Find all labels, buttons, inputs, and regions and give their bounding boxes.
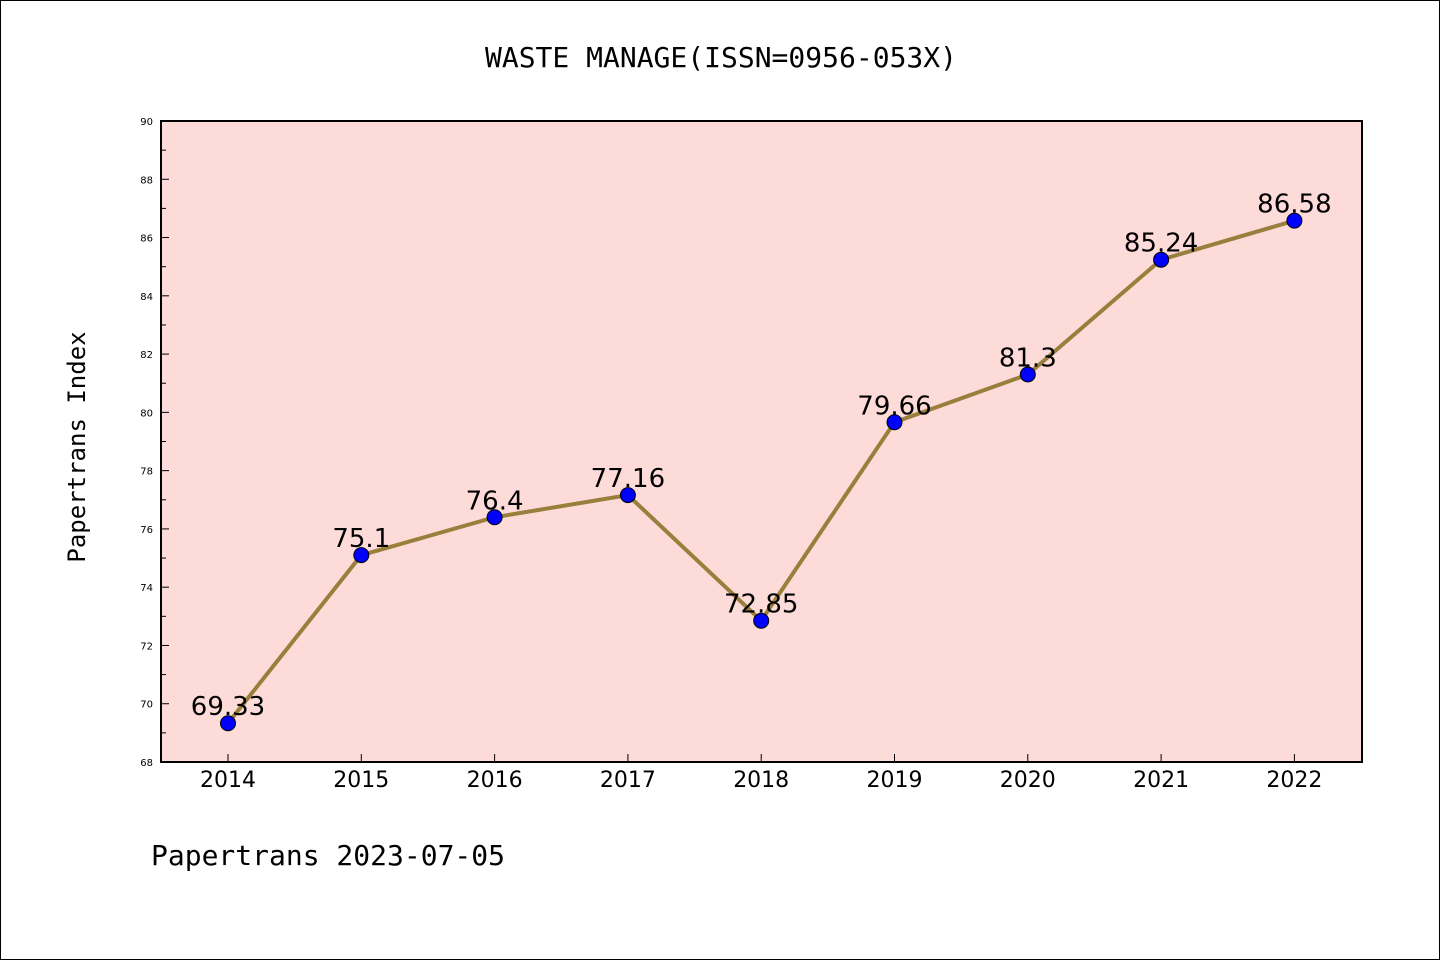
- x-tick-label: 2022: [1266, 768, 1322, 793]
- y-tick-label: 82: [140, 350, 153, 361]
- y-tick-label: 68: [140, 758, 153, 769]
- data-point: [353, 547, 370, 564]
- y-tick-label: 80: [140, 408, 153, 419]
- footer-source: Papertrans 2023-07-05: [151, 839, 505, 872]
- x-tick-label: 2020: [1000, 768, 1056, 793]
- x-tick-label: 2018: [733, 768, 789, 793]
- series-line-group: 69.3375.176.477.1672.8579.6681.385.2486.…: [191, 190, 1332, 732]
- x-tick-label: 2017: [600, 768, 656, 793]
- data-point: [1153, 251, 1170, 268]
- plot-area: [160, 120, 1363, 763]
- y-axis: 68 70 72 74 76 78 80 82 84 86 88 90: [140, 117, 169, 769]
- data-point: [220, 715, 236, 732]
- x-tick-label: 2019: [867, 768, 923, 793]
- x-axis: 2014 2015 2016 2017 2018 2019 2020 2021 2022: [200, 754, 1322, 793]
- y-tick-label: 72: [140, 641, 153, 652]
- data-point: [1019, 366, 1036, 383]
- chart-title: WASTE MANAGE(ISSN=0956-053X): [485, 41, 957, 74]
- y-tick-label: 70: [140, 700, 153, 711]
- y-tick-label: 90: [140, 117, 153, 128]
- y-tick-label: 88: [140, 175, 153, 186]
- y-tick-label: 86: [140, 234, 153, 245]
- y-tick-label: 76: [140, 525, 153, 536]
- data-point: [619, 487, 636, 504]
- y-tick-label: 84: [140, 292, 153, 303]
- x-tick-label: 2015: [333, 768, 389, 793]
- x-tick-label: 2014: [200, 768, 256, 793]
- y-tick-label: 74: [140, 583, 153, 594]
- data-point: [886, 414, 903, 431]
- x-tick-label: 2021: [1133, 768, 1189, 793]
- data-point: [1286, 212, 1303, 229]
- data-point: [753, 612, 770, 629]
- x-tick-label: 2016: [467, 768, 523, 793]
- y-axis-label: Papertrans Index: [63, 331, 91, 562]
- data-point: [486, 509, 503, 526]
- y-tick-label: 78: [140, 467, 153, 478]
